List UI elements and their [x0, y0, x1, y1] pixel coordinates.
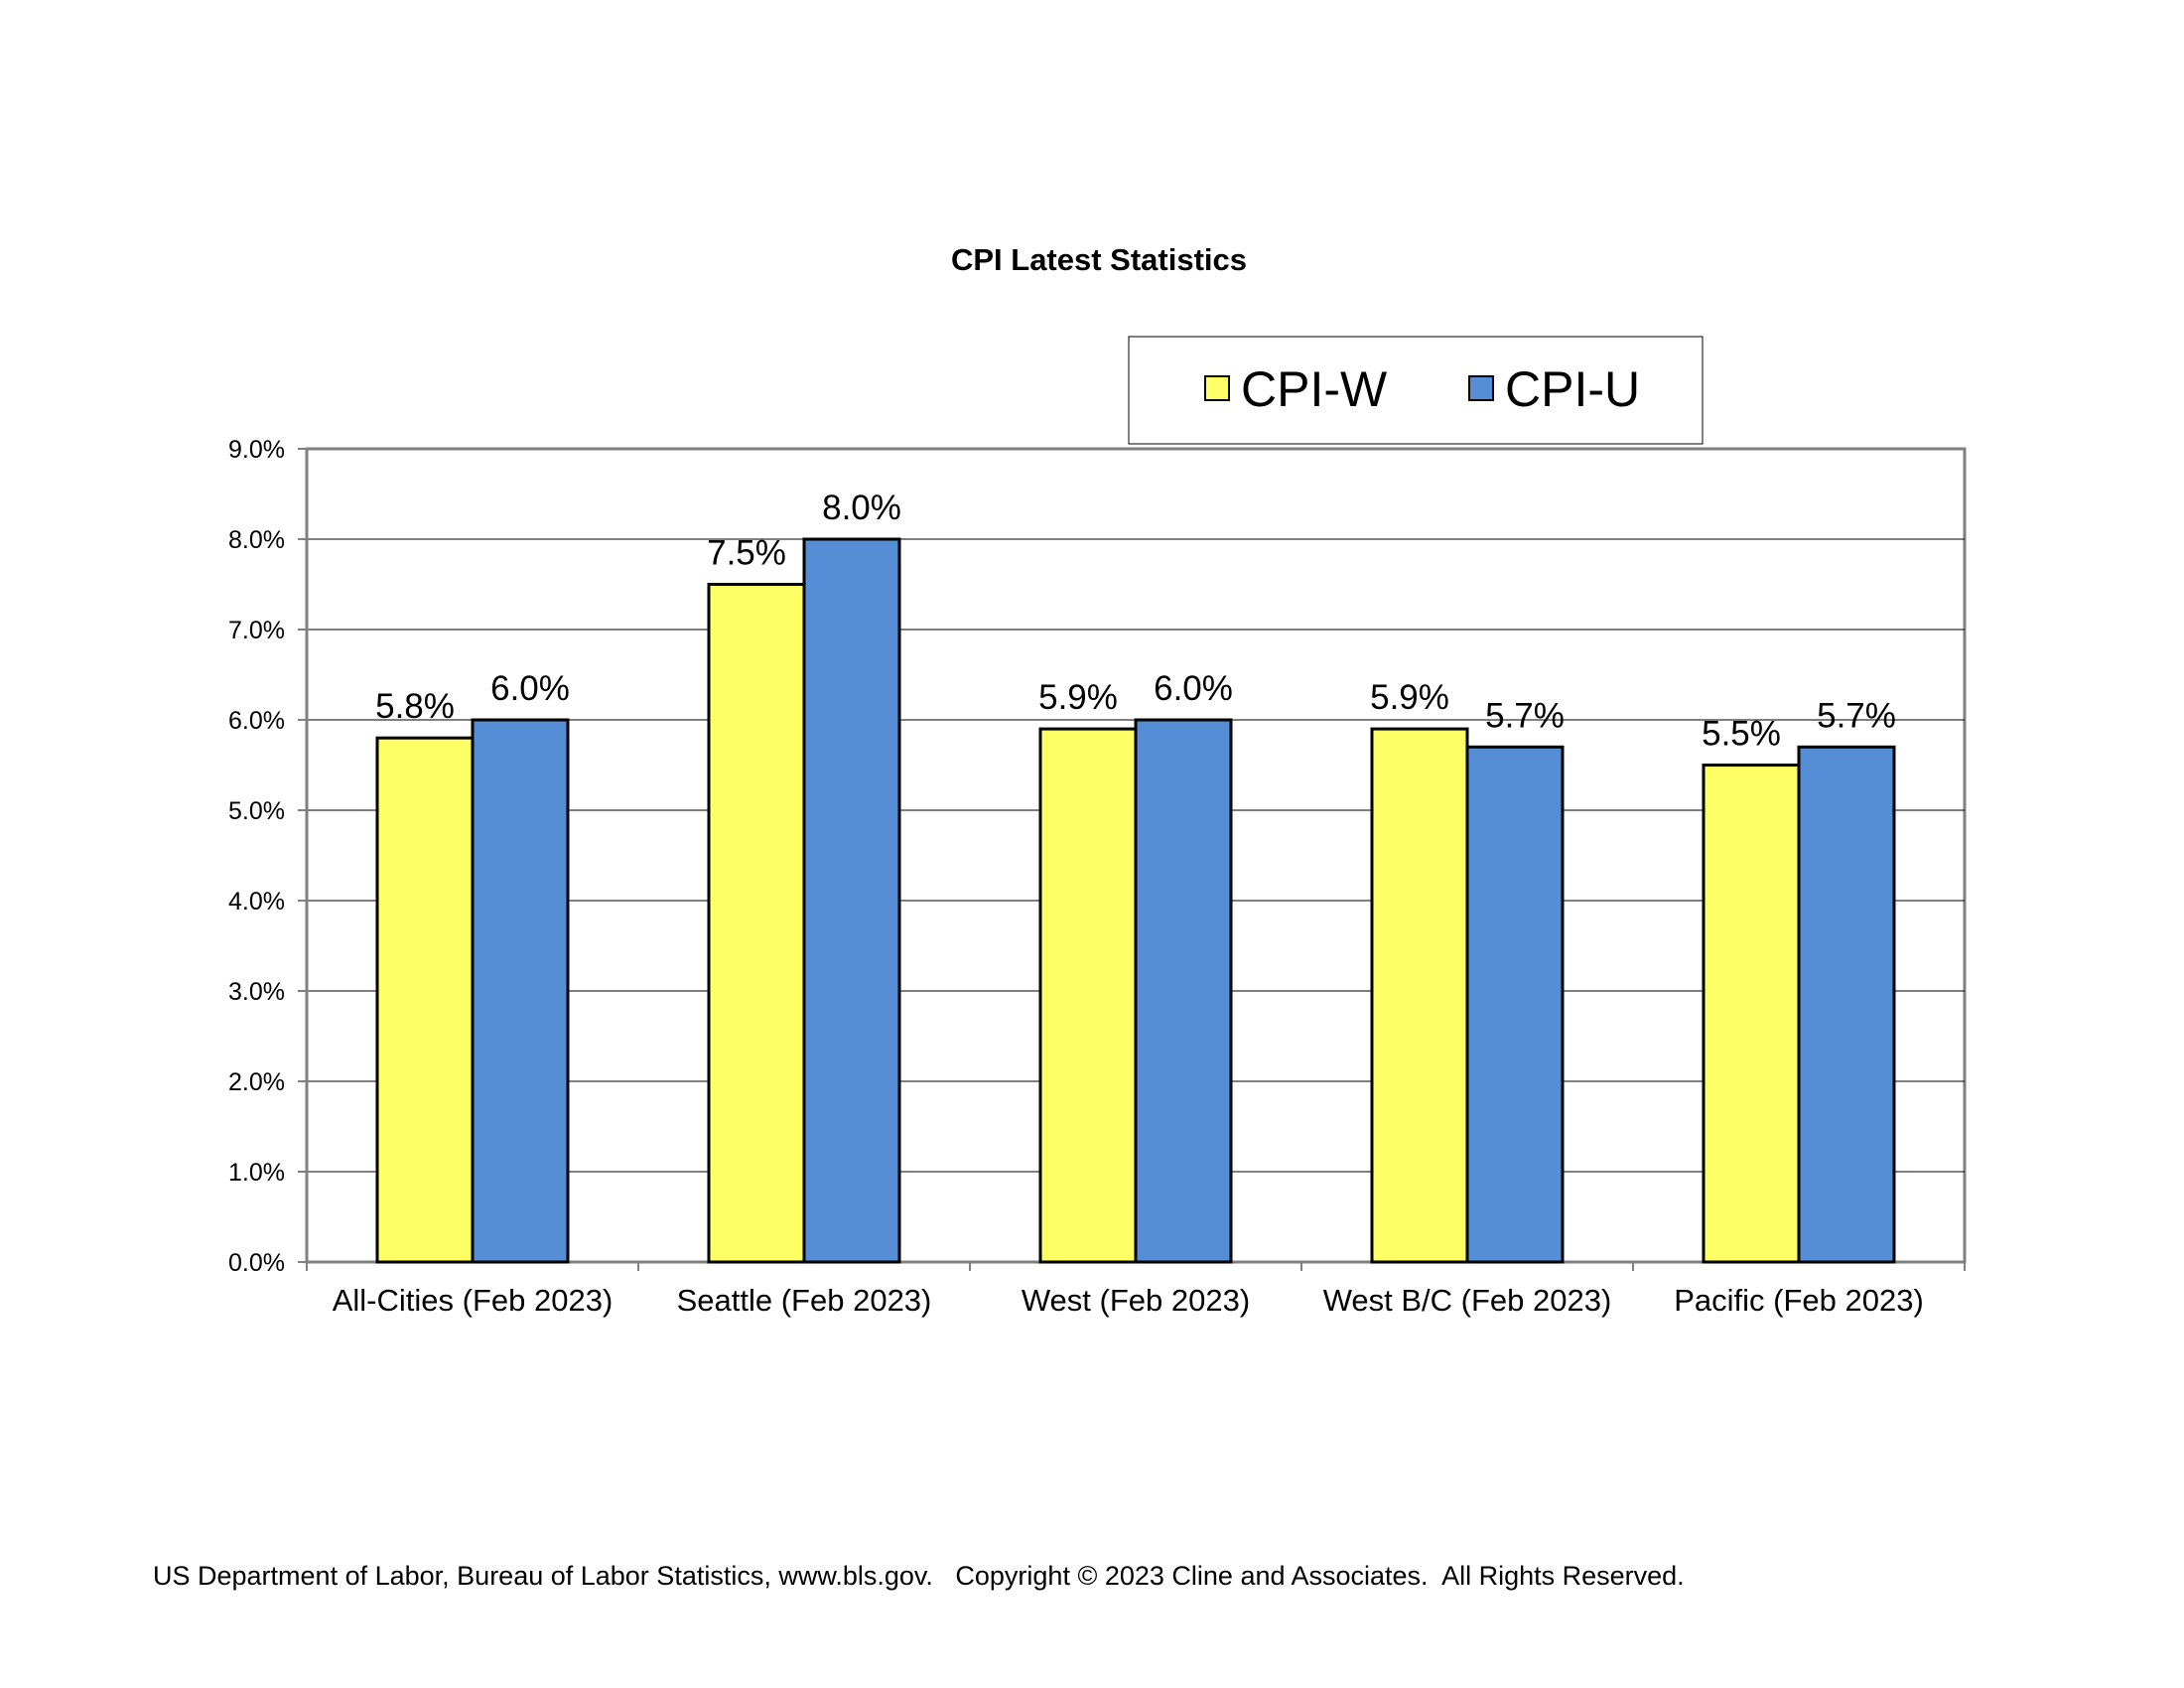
- data-label: 5.7%: [1817, 696, 1896, 735]
- bar-cpi-u: [471, 718, 570, 1264]
- legend-label-cpi-u: CPI-U: [1505, 361, 1640, 417]
- data-label: 5.8%: [375, 687, 455, 726]
- data-label: 5.7%: [1485, 696, 1565, 735]
- bar-cpi-u: [1797, 745, 1896, 1264]
- bar-cpi-w: [707, 583, 806, 1264]
- y-tick-label: 3.0%: [228, 978, 285, 1006]
- y-tick-label: 6.0%: [228, 707, 285, 735]
- bar-cpi-u: [802, 537, 901, 1264]
- bar-cpi-w: [375, 736, 475, 1264]
- y-tick-label: 5.0%: [228, 797, 285, 825]
- legend-swatch-cpi-u: [1468, 375, 1494, 401]
- legend-label-cpi-w: CPI-W: [1241, 361, 1388, 417]
- data-label: 8.0%: [822, 489, 901, 527]
- bar-cpi-w: [1702, 764, 1801, 1264]
- y-tick-label: 9.0%: [228, 436, 285, 464]
- y-tick-label: 8.0%: [228, 526, 285, 554]
- legend: CPI-W CPI-U: [1128, 336, 1704, 445]
- y-tick-label: 0.0%: [228, 1249, 285, 1277]
- y-tick-label: 2.0%: [228, 1068, 285, 1096]
- y-tick-label: 7.0%: [228, 617, 285, 644]
- y-tick-label: 4.0%: [228, 888, 285, 915]
- data-label: 6.0%: [1154, 669, 1233, 708]
- bar-cpi-w: [1038, 727, 1138, 1264]
- bar-cpi-u: [1465, 745, 1565, 1264]
- legend-swatch-cpi-w: [1204, 375, 1230, 401]
- x-category-label: Seattle (Feb 2023): [677, 1283, 932, 1318]
- data-label: 6.0%: [490, 669, 570, 708]
- footer-source: US Department of Labor, Bureau of Labor …: [153, 1561, 1685, 1591]
- chart-title: CPI Latest Statistics: [951, 242, 1247, 277]
- data-label: 5.9%: [1370, 678, 1449, 717]
- x-category-label: West (Feb 2023): [1022, 1283, 1250, 1318]
- bar-cpi-w: [1370, 727, 1469, 1264]
- data-label: 5.5%: [1702, 715, 1781, 754]
- y-tick-label: 1.0%: [228, 1159, 285, 1187]
- x-category-label: West B/C (Feb 2023): [1323, 1283, 1612, 1318]
- bar-cpi-u: [1134, 718, 1233, 1264]
- data-label: 7.5%: [707, 534, 786, 573]
- x-category-label: Pacific (Feb 2023): [1674, 1283, 1924, 1318]
- data-label: 5.9%: [1038, 678, 1118, 717]
- x-category-label: All-Cities (Feb 2023): [333, 1283, 614, 1318]
